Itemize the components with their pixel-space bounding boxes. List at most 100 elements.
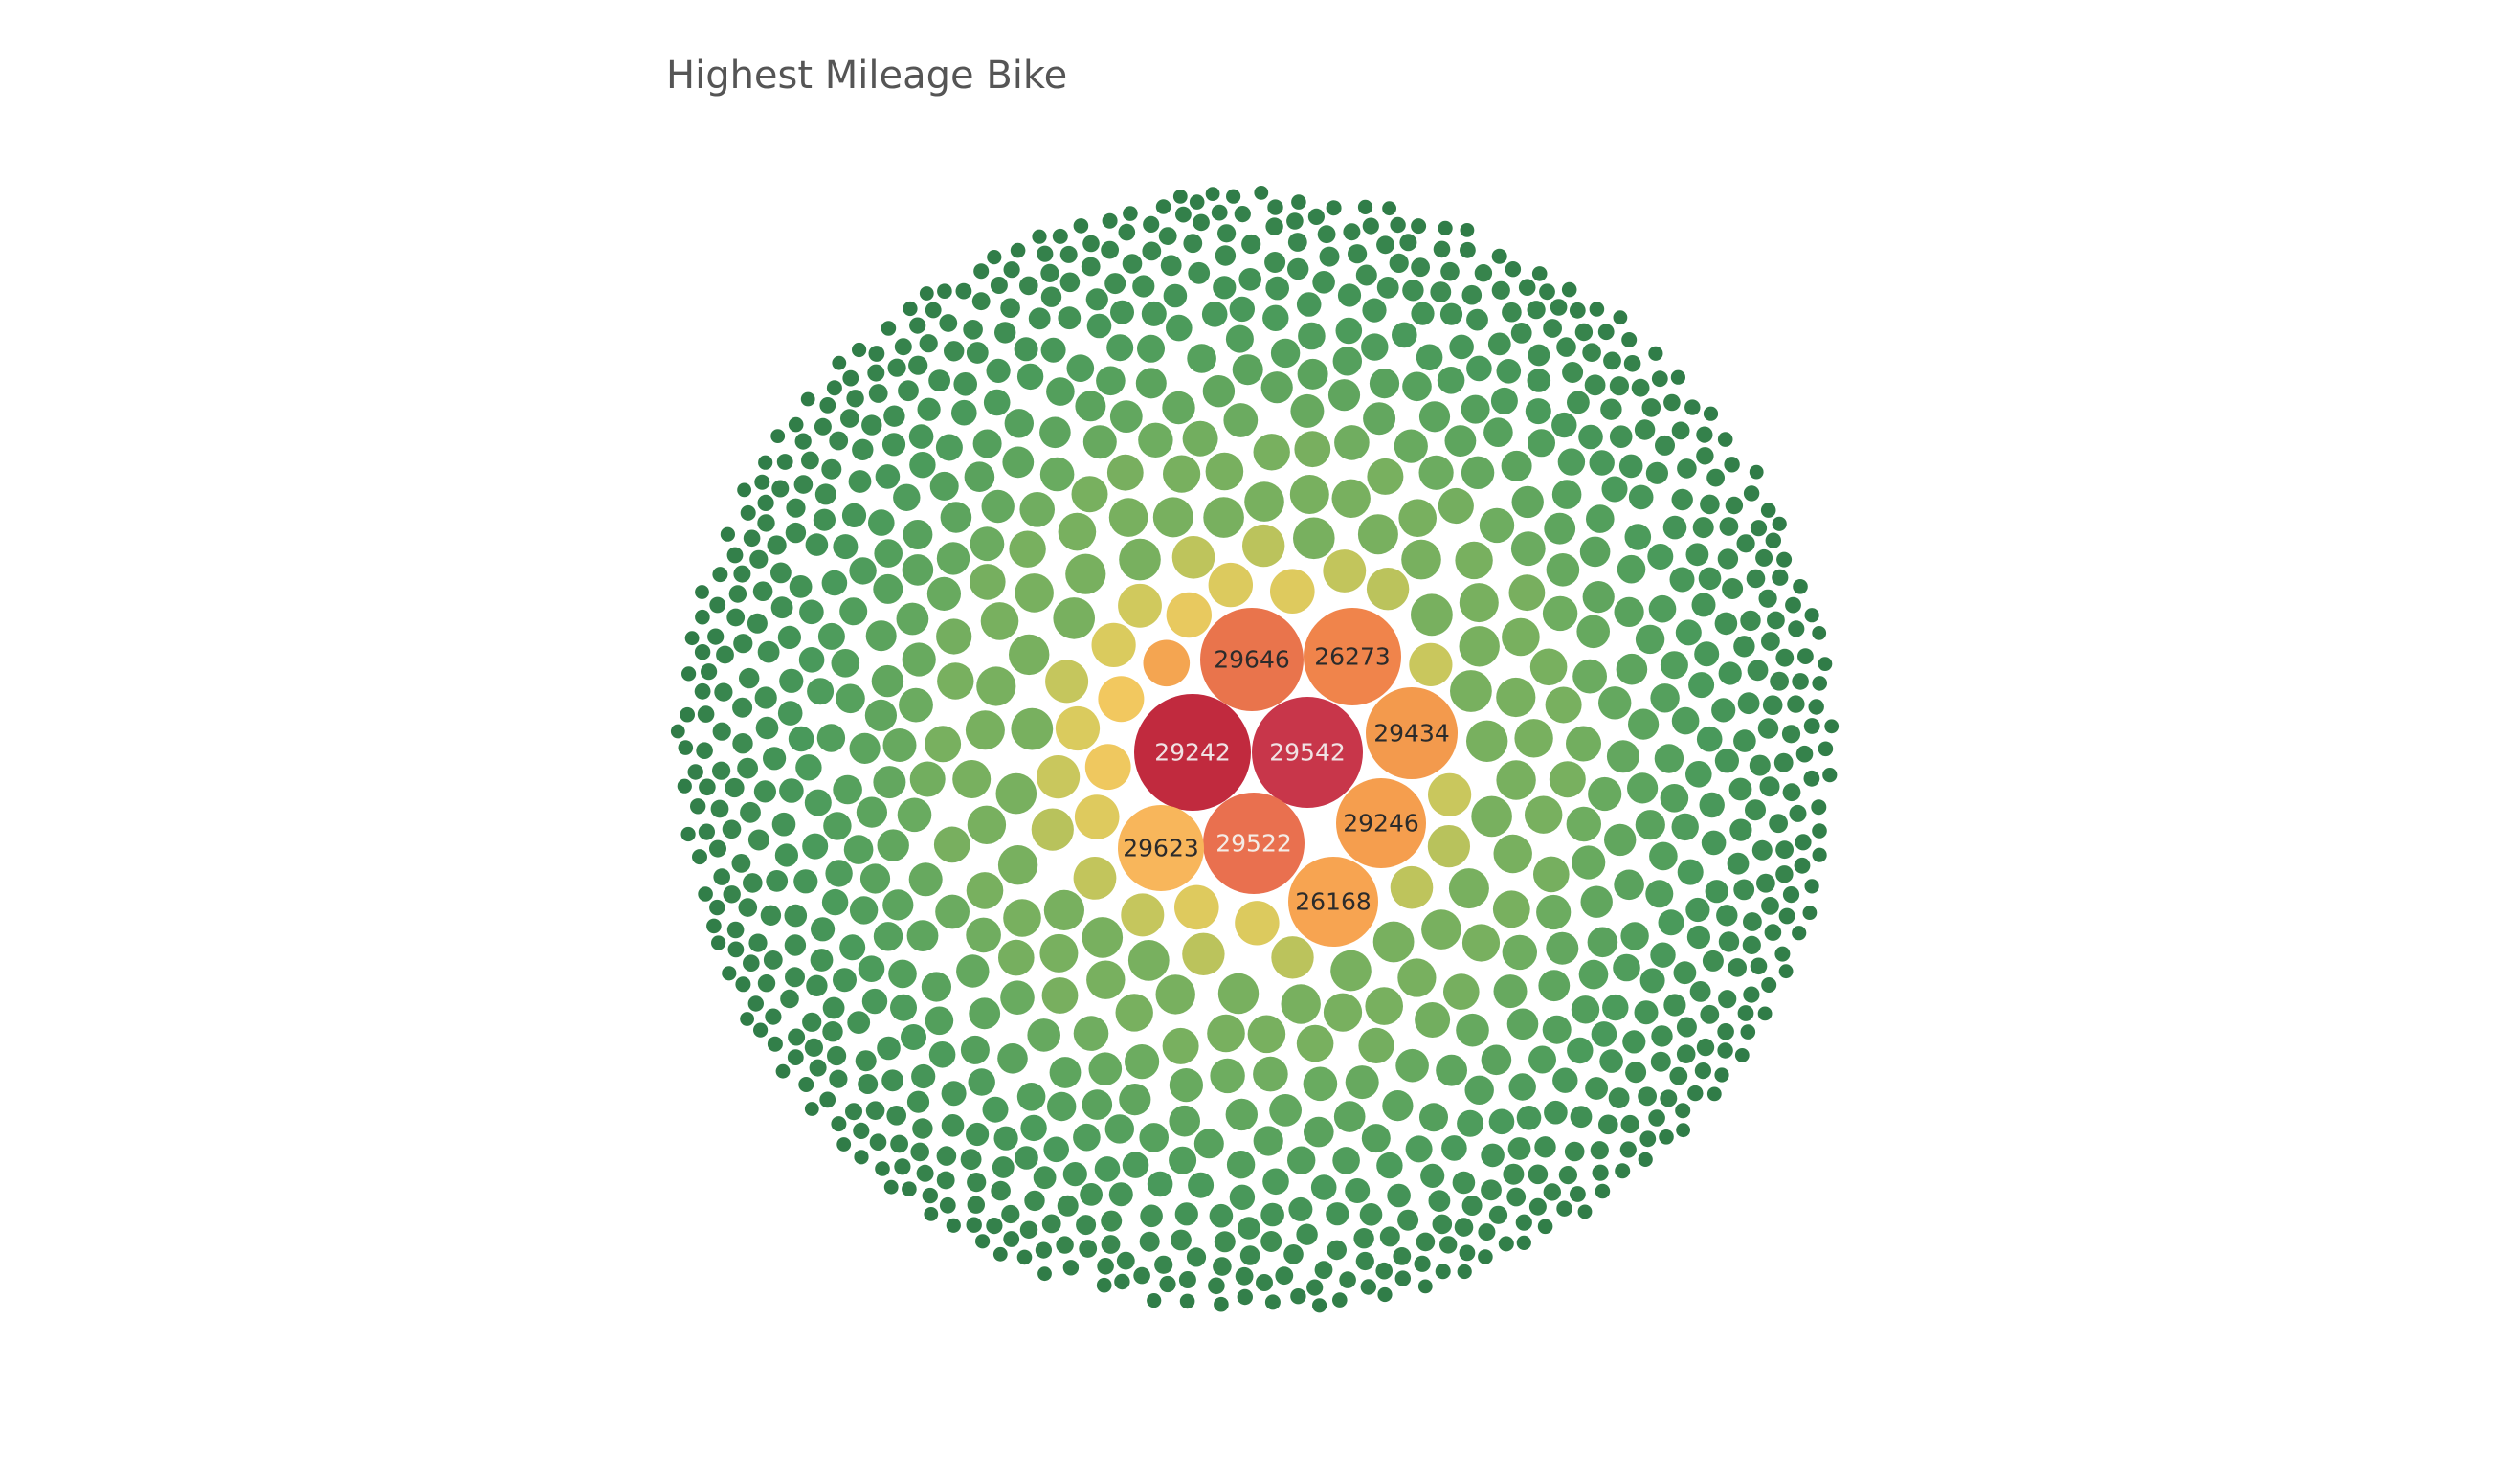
bubble: [1091, 622, 1136, 668]
bubble: [1327, 379, 1361, 412]
bubble: [785, 967, 805, 988]
bubble: [1740, 610, 1761, 632]
bubble: [1208, 1277, 1225, 1295]
bubble: [1556, 337, 1576, 357]
bubble: [873, 766, 906, 799]
bubble: [1546, 931, 1579, 965]
bubble: [1116, 1251, 1135, 1270]
bubble: [1716, 905, 1738, 927]
bubble: [882, 728, 917, 762]
bubble: [849, 896, 879, 925]
bubble: [992, 1246, 1008, 1262]
bubble: [1775, 865, 1794, 883]
bubble: [1749, 754, 1771, 776]
bubble: [1334, 425, 1370, 460]
bubble: [1039, 457, 1075, 492]
bubble: [1331, 479, 1371, 518]
bubble: [1688, 672, 1715, 699]
bubble: [1450, 670, 1492, 712]
bubble: [909, 761, 946, 797]
bubble: [1401, 539, 1441, 580]
bubble: [939, 314, 958, 332]
bubble: [1743, 912, 1762, 931]
bubble: [1269, 1094, 1302, 1127]
bubble: [854, 1150, 869, 1165]
bubble: [802, 833, 829, 860]
bubble: [735, 976, 751, 993]
bubble: [1348, 244, 1368, 264]
bubble: [1417, 1279, 1433, 1294]
bubble: [1795, 834, 1812, 851]
bubble: [1673, 961, 1697, 985]
bubble: [1802, 906, 1818, 920]
bubble: [823, 812, 852, 840]
bubble: [1645, 880, 1674, 908]
bubble: [1773, 752, 1794, 772]
bubble: [1622, 1030, 1646, 1054]
bubble: [833, 774, 862, 805]
bubble: [760, 905, 782, 926]
bubble: [1769, 814, 1788, 834]
bubble: [1043, 889, 1084, 931]
bubble: [1481, 1179, 1502, 1201]
bubble: [969, 997, 1001, 1030]
bubble: [1761, 632, 1780, 651]
bubble: [1471, 795, 1512, 838]
bubble: [956, 954, 990, 988]
bubble: [1020, 1114, 1047, 1142]
bubble: [1496, 760, 1536, 800]
bubble: [1035, 1241, 1052, 1259]
bubble: [749, 549, 769, 569]
bubble: [1372, 921, 1415, 963]
bubble: [821, 570, 848, 596]
bubble: [1671, 813, 1699, 841]
bubble: [670, 724, 685, 739]
bubble: [980, 602, 1019, 640]
bubble: [747, 995, 764, 1012]
bubble: [1394, 1270, 1412, 1286]
bubble: [1542, 1015, 1572, 1044]
bubble: [1332, 1292, 1348, 1308]
bubble: [1588, 776, 1622, 812]
bubble: [1355, 264, 1377, 286]
bubble: [1009, 530, 1046, 568]
bubble: [1360, 1279, 1377, 1295]
bubble: [929, 471, 959, 501]
bubble: [1379, 1226, 1400, 1247]
bubble: [1326, 200, 1342, 216]
bubble: [1398, 499, 1437, 537]
bubble: [1567, 1037, 1594, 1064]
bubble: [827, 1045, 847, 1066]
bubble: [757, 514, 775, 532]
bubble: [1281, 984, 1321, 1024]
bubble: [1525, 398, 1551, 425]
bubble: [1702, 950, 1724, 972]
bubble: [794, 433, 812, 450]
bubble: [951, 399, 977, 426]
bubble: [1390, 216, 1406, 234]
bubble: [1208, 562, 1254, 608]
bubble: [1039, 416, 1071, 449]
bubble: [1226, 189, 1241, 204]
bubble: [1671, 488, 1693, 511]
bubble: [845, 1103, 862, 1121]
bubble: [1536, 894, 1572, 930]
bubble: [1132, 275, 1155, 298]
bubble: [1234, 206, 1251, 223]
bubble: [1409, 642, 1453, 687]
bubble: [1073, 1123, 1101, 1152]
bubble: [1464, 1075, 1494, 1106]
bubble: [1533, 856, 1570, 893]
bubble: [1260, 1231, 1282, 1252]
bubble: [770, 562, 792, 584]
bubble: [1142, 241, 1162, 261]
bubble: [785, 522, 807, 544]
bubble: [1037, 1266, 1052, 1282]
bubble: [1650, 1051, 1671, 1072]
bubble: [1169, 1105, 1200, 1137]
bubble: [1691, 593, 1716, 617]
bubble: [1696, 1038, 1715, 1057]
bubble: [1701, 830, 1727, 856]
bubble: [767, 535, 787, 555]
bubble: [1439, 302, 1463, 325]
